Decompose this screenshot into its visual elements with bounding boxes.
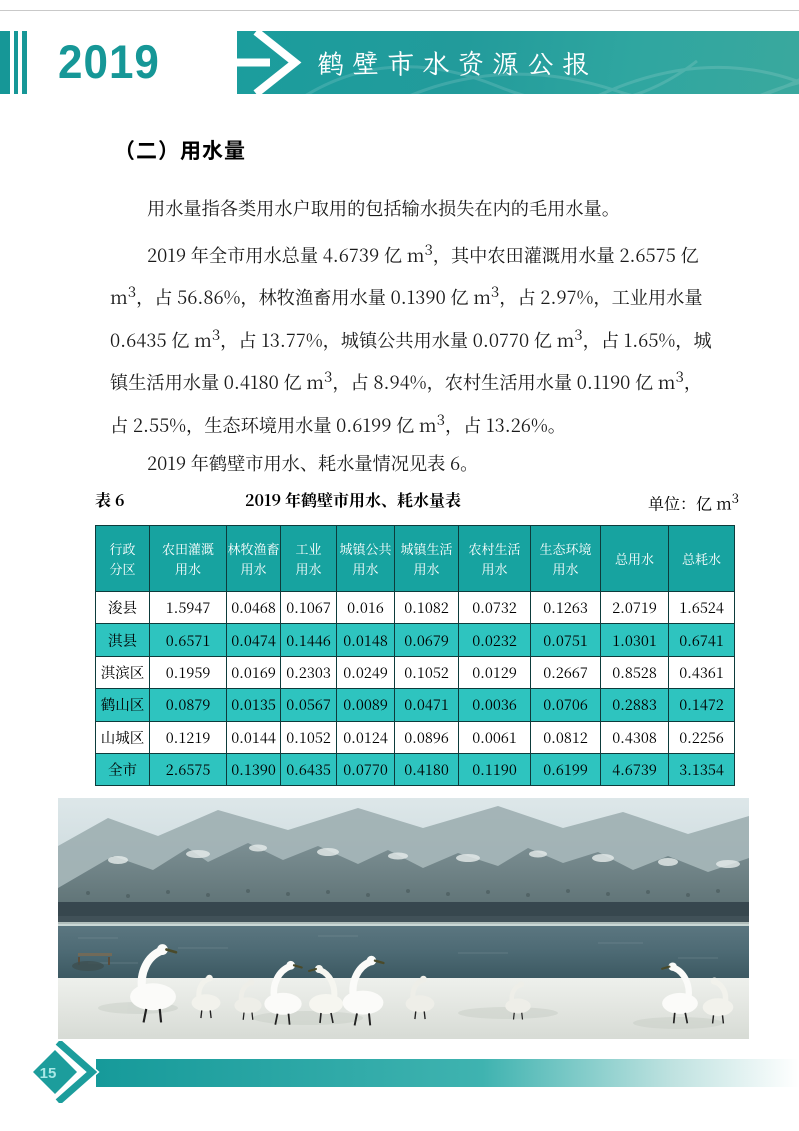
svg-text:15: 15 [40, 1065, 57, 1082]
